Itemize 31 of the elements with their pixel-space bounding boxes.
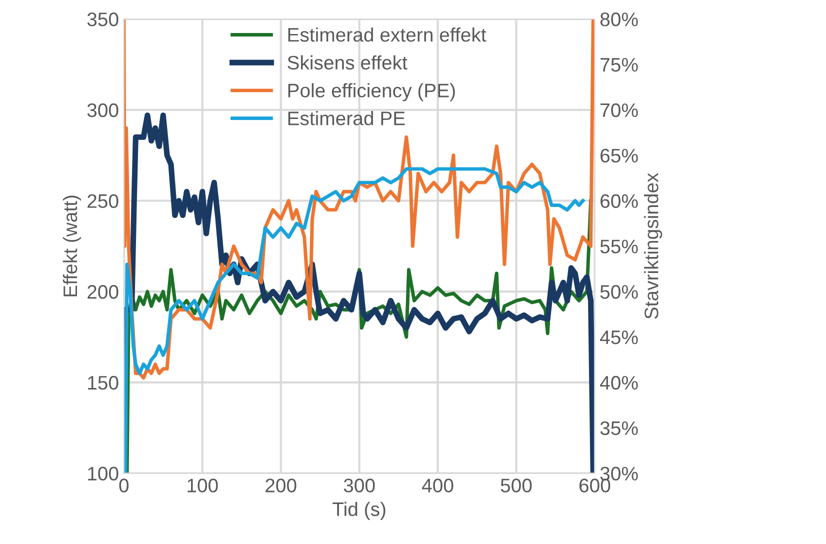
- y2-tick-label: 60%: [600, 194, 638, 208]
- y2-tick-label: 65%: [600, 148, 638, 163]
- y2-tick-label: 40%: [600, 376, 638, 390]
- y2-tick-label: 45%: [600, 330, 638, 344]
- y-axis-title: Effekt (watt): [62, 196, 82, 296]
- x-tick-label: 400: [422, 478, 454, 492]
- x-tick-label: 600: [579, 478, 610, 492]
- y2-tick-label: 50%: [600, 285, 638, 299]
- y2-tick-label: 55%: [600, 240, 638, 254]
- legend-label: Estimerad PE: [288, 111, 405, 126]
- y2-axis-title: Stavriktingsindex: [644, 172, 662, 319]
- x-axis-title: Tid (s): [332, 502, 386, 520]
- x-tick-label: 0: [119, 478, 129, 492]
- y-tick-label: 150: [88, 376, 118, 390]
- legend-label: Estimerad extern effekt: [288, 27, 486, 42]
- x-tick-label: 500: [500, 478, 532, 492]
- y-tick-label: 200: [88, 285, 118, 299]
- x-tick-label: 200: [266, 478, 296, 492]
- y2-tick-label: 30%: [600, 466, 638, 481]
- x-tick-label: 100: [188, 478, 218, 492]
- y2-tick-label: 70%: [600, 103, 638, 118]
- legend-label: Pole efficiency (PE): [288, 83, 455, 102]
- y2-tick-label: 80%: [600, 12, 638, 26]
- y2-tick-label: 75%: [600, 58, 638, 72]
- y-tick-label: 300: [87, 103, 118, 118]
- x-tick-label: 300: [344, 478, 375, 492]
- y-tick-label: 350: [87, 12, 118, 26]
- y2-tick-label: 35%: [600, 421, 638, 436]
- y-tick-label: 250: [88, 194, 118, 208]
- y-tick-label: 100: [88, 466, 118, 481]
- legend-label: Skisens effekt: [288, 55, 408, 70]
